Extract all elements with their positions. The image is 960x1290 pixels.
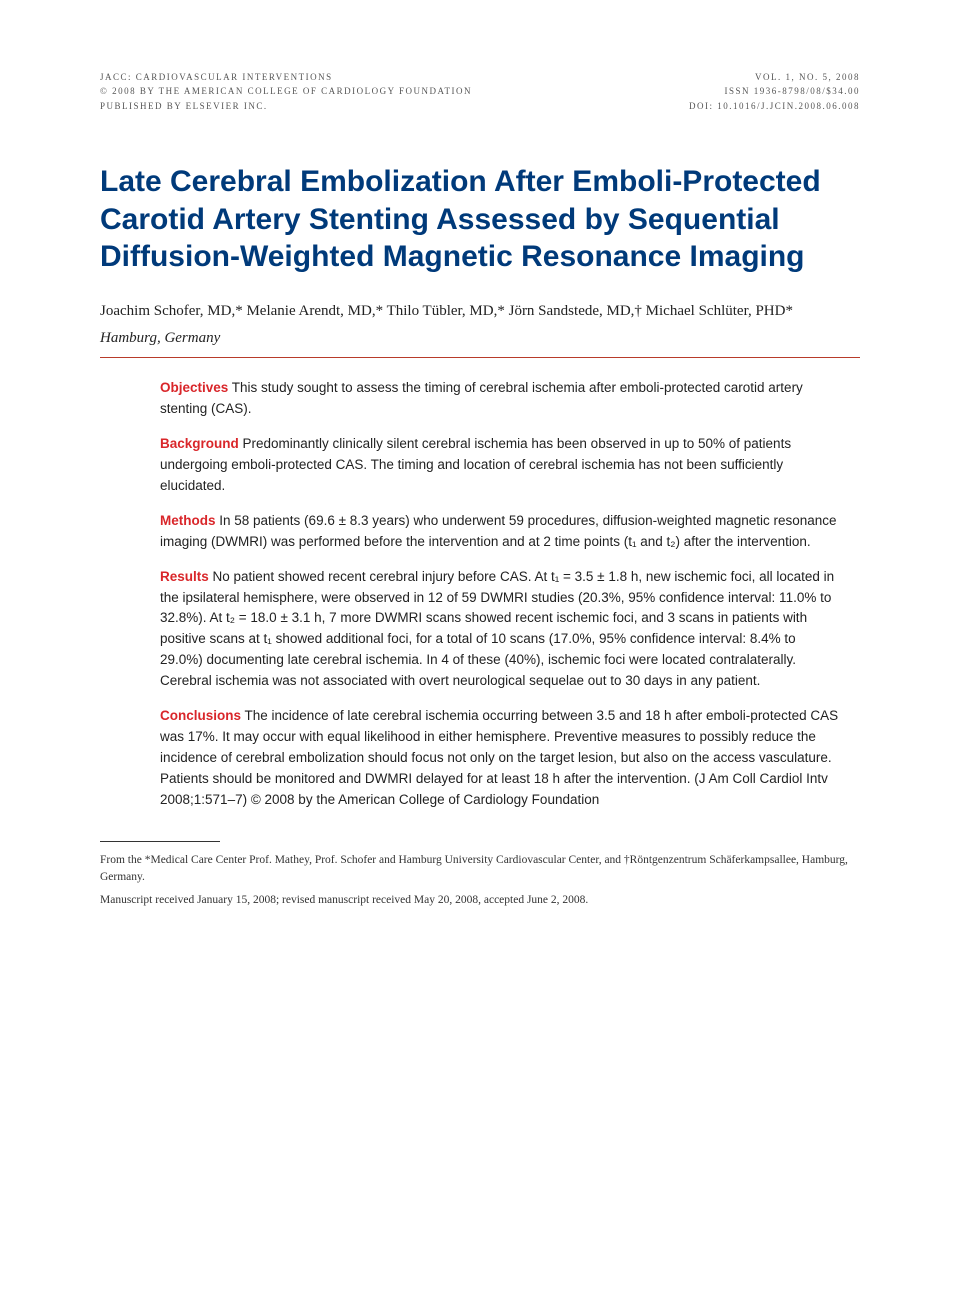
conclusions-paragraph: Conclusions The incidence of late cerebr…	[160, 706, 840, 811]
objectives-paragraph: Objectives This study sought to assess t…	[160, 378, 840, 420]
volume-issue: VOL. 1, NO. 5, 2008	[689, 70, 860, 84]
header-right-block: VOL. 1, NO. 5, 2008 ISSN 1936-8798/08/$3…	[689, 70, 860, 113]
conclusions-label: Conclusions	[160, 708, 241, 723]
results-paragraph: Results No patient showed recent cerebra…	[160, 567, 840, 693]
affiliation-footnote: From the *Medical Care Center Prof. Math…	[100, 852, 860, 887]
manuscript-dates: Manuscript received January 15, 2008; re…	[100, 892, 860, 909]
header-left-block: JACC: CARDIOVASCULAR INTERVENTIONS © 200…	[100, 70, 472, 113]
background-text: Predominantly clinically silent cerebral…	[160, 436, 791, 493]
author-location: Hamburg, Germany	[100, 330, 860, 347]
footnote-rule	[100, 841, 220, 842]
doi-line: DOI: 10.1016/j.jcin.2008.06.008	[689, 99, 860, 113]
running-header: JACC: CARDIOVASCULAR INTERVENTIONS © 200…	[100, 70, 860, 113]
objectives-label: Objectives	[160, 380, 228, 395]
author-list: Joachim Schofer, MD,* Melanie Arendt, MD…	[100, 300, 860, 323]
issn-line: ISSN 1936-8798/08/$34.00	[689, 84, 860, 98]
results-label: Results	[160, 569, 209, 584]
methods-label: Methods	[160, 513, 216, 528]
methods-paragraph: Methods In 58 patients (69.6 ± 8.3 years…	[160, 511, 840, 553]
results-text: No patient showed recent cerebral injury…	[160, 569, 834, 689]
page-container: JACC: CARDIOVASCULAR INTERVENTIONS © 200…	[0, 0, 960, 976]
footnotes-block: From the *Medical Care Center Prof. Math…	[100, 852, 860, 910]
objectives-text: This study sought to assess the timing o…	[160, 380, 803, 416]
journal-name: JACC: CARDIOVASCULAR INTERVENTIONS	[100, 70, 472, 84]
methods-text: In 58 patients (69.6 ± 8.3 years) who un…	[160, 513, 837, 549]
abstract-block: Objectives This study sought to assess t…	[160, 378, 840, 811]
title-rule	[100, 357, 860, 358]
article-title: Late Cerebral Embolization After Emboli-…	[100, 163, 860, 276]
publisher-line: PUBLISHED BY ELSEVIER INC.	[100, 99, 472, 113]
background-paragraph: Background Predominantly clinically sile…	[160, 434, 840, 497]
conclusions-text: The incidence of late cerebral ischemia …	[160, 708, 838, 807]
background-label: Background	[160, 436, 239, 451]
copyright-line: © 2008 BY THE AMERICAN COLLEGE OF CARDIO…	[100, 84, 472, 98]
